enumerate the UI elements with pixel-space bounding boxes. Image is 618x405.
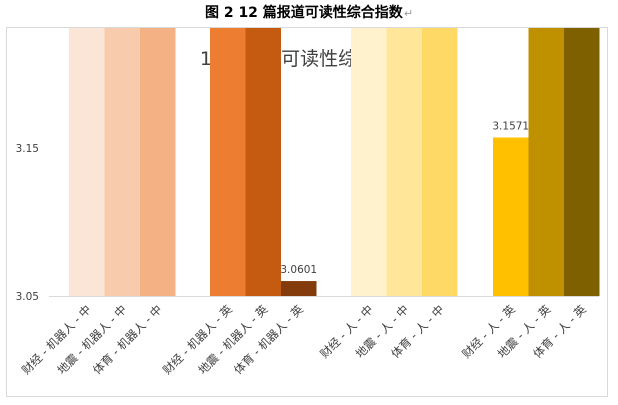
bar (528, 28, 564, 296)
bar (564, 28, 600, 296)
bar (422, 28, 458, 296)
x-axis-labels: 财经 - 机器人 - 中地震 - 机器人 - 中体育 - 机器人 - 中财经 -… (19, 302, 589, 377)
figure-caption-text: 图 2 12 篇报道可读性综合指数 (204, 5, 403, 21)
bar (69, 28, 105, 296)
y-axis: 3.053.153.253.353.453.55 (16, 143, 39, 303)
data-label: 3.0601 (280, 264, 317, 276)
bar (386, 28, 422, 296)
y-tick-label: 3.05 (16, 291, 39, 303)
figure-caption: 图 2 12 篇报道可读性综合指数↵ (0, 2, 618, 22)
bar (351, 28, 387, 296)
y-tick-label: 3.15 (16, 143, 39, 155)
bar-series (69, 28, 600, 297)
chart-area: 12篇报道可读性综合指数 3.053.153.253.353.453.55 3.… (6, 27, 608, 397)
data-labels: 3.27823.55433.42413.39973.24533.06013.59… (280, 120, 529, 276)
bar (281, 281, 317, 296)
bar-chart: 12篇报道可读性综合指数 3.053.153.253.353.453.55 3.… (16, 28, 600, 377)
bar (210, 28, 246, 297)
bar (493, 137, 529, 296)
bar (245, 28, 281, 297)
data-label: 3.1571 (492, 120, 529, 132)
bar (140, 28, 176, 297)
paragraph-mark: ↵ (403, 7, 414, 20)
bar (104, 28, 140, 296)
